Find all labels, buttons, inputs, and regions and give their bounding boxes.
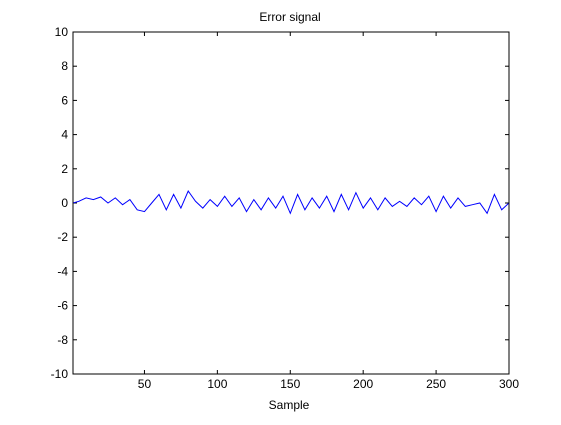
y-tick-label: -6 [57,299,68,313]
y-tick-label: 6 [61,93,68,107]
chart-title: Error signal [259,10,320,24]
error-signal-line [72,189,510,215]
x-tick-label: 200 [353,377,373,391]
y-tick-label: 8 [61,59,68,73]
y-tick-label: 2 [61,162,68,176]
x-tick-label: 300 [499,377,519,391]
x-tick-label: 250 [426,377,446,391]
y-tick-label: -10 [51,367,69,381]
plot-area-frame [72,31,510,375]
y-tick-label: 10 [55,25,69,39]
x-tick-label: 100 [207,377,227,391]
x-axis-label: Sample [269,398,310,412]
x-tick-label: 50 [138,377,152,391]
y-tick-label: -8 [57,333,68,347]
y-tick-label: -2 [57,230,68,244]
series-layer [72,189,510,215]
x-tick-label: 150 [280,377,300,391]
y-tick-label: -4 [57,264,68,278]
y-tick-label: 0 [61,196,68,210]
y-tick-label: 4 [61,128,68,142]
